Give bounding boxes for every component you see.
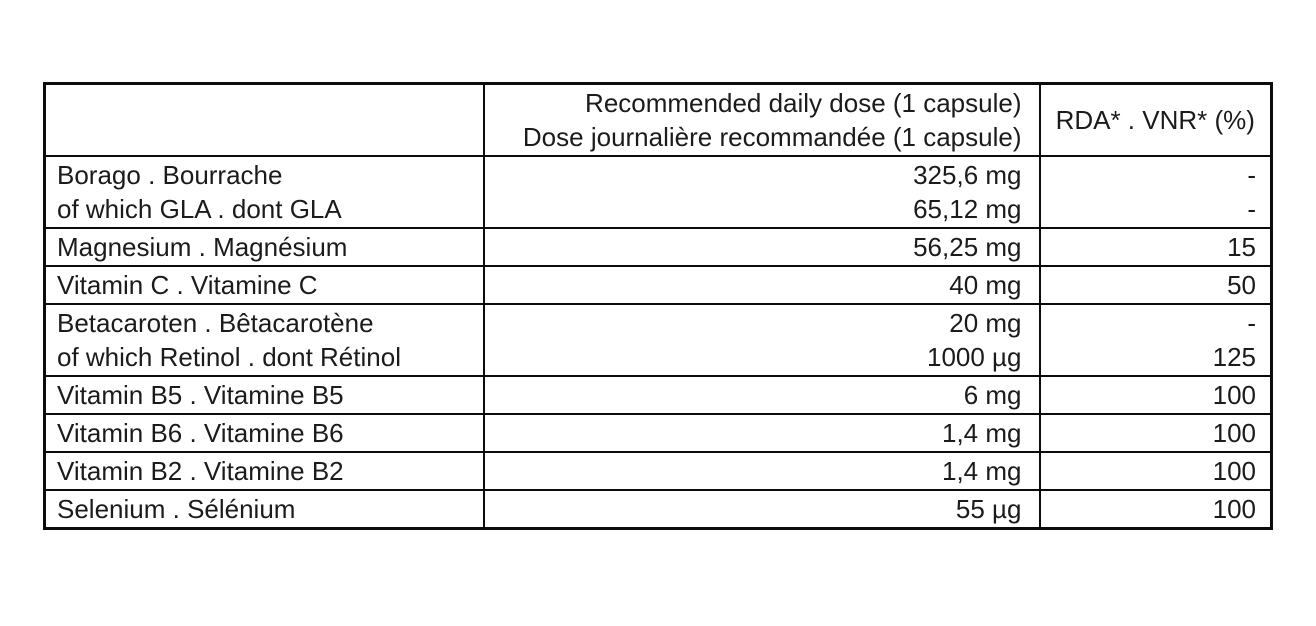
dose-value-cell-line: 20 mg: [949, 308, 1022, 338]
rda-value-cell-line: -: [1247, 160, 1256, 190]
nutrient-name-cell: Vitamin C . Vitamine C: [43, 265, 485, 305]
nutrient-name-cell: Betacaroten . Bêtacarotène of which Retin…: [43, 303, 485, 377]
nutrient-name-cell: Vitamin B2 . Vitamine B2: [43, 451, 485, 491]
dose-value-cell: 325,6 mg 65,12 mg: [482, 155, 1041, 229]
table-row: Betacaroten . Bêtacarotène of which Retin…: [43, 303, 1273, 377]
rda-value-cell-line: 100: [1212, 418, 1256, 448]
nutrient-name-cell: Magnesium . Magnésium: [43, 227, 485, 267]
nutrient-name-cell-line: Vitamin B5 . Vitamine B5: [57, 380, 344, 410]
supplement-facts-label: Recommended daily dose (1 capsule) Dose …: [43, 82, 1273, 530]
nutrition-facts-table: Recommended daily dose (1 capsule) Dose …: [43, 82, 1273, 530]
dose-value-cell: 40 mg: [482, 265, 1041, 305]
dose-value-cell-line: 1,4 mg: [942, 418, 1022, 448]
rda-value-cell: --: [1038, 155, 1273, 229]
table-row: Borago . Bourrache of which GLA . dont GL…: [43, 155, 1273, 229]
rda-value-cell-line: 100: [1212, 456, 1256, 486]
rda-value-cell: 100: [1038, 451, 1273, 491]
header-dose-cell: Recommended daily dose (1 capsule) Dose …: [482, 82, 1041, 157]
dose-value-cell-line: 1,4 mg: [942, 456, 1022, 486]
dose-value-cell: 56,25 mg: [482, 227, 1041, 267]
dose-value-cell-line: 325,6 mg: [913, 160, 1022, 190]
nutrient-name-cell-line: Vitamin C . Vitamine C: [57, 270, 318, 300]
table-body: Borago . Bourrache of which GLA . dont GL…: [43, 155, 1273, 530]
dose-value-cell-line: 6 mg: [963, 380, 1022, 410]
dose-value-cell: 1,4 mg: [482, 413, 1041, 453]
dose-value-cell: 6 mg: [482, 375, 1041, 415]
table-row: Vitamin B2 . Vitamine B2 1,4 mg 100: [43, 451, 1273, 491]
nutrient-name-cell-line: Vitamin B2 . Vitamine B2: [57, 456, 344, 486]
rda-value-cell-line: 50: [1227, 270, 1256, 300]
header-nutrient-empty: [47, 103, 482, 137]
dose-value-cell: 55 µg: [482, 489, 1041, 530]
nutrient-name-cell-line: Magnesium . Magnésium: [57, 232, 348, 262]
nutrient-name-cell-line: of which GLA . dont GLA: [57, 194, 342, 224]
dose-value-cell: 20 mg 1000 µg: [482, 303, 1041, 377]
nutrient-name-cell: Borago . Bourrache of which GLA . dont GL…: [43, 155, 485, 229]
rda-value-cell-line: 100: [1212, 494, 1256, 524]
header-dose-line-fr: Dose journalière recommandée (1 capsule): [522, 122, 1022, 152]
nutrient-name-cell: Vitamin B5 . Vitamine B5: [43, 375, 485, 415]
rda-value-cell-line: -: [1247, 194, 1256, 224]
nutrient-name-cell-line: Borago . Bourrache: [57, 160, 283, 190]
rda-value-cell: 50: [1038, 265, 1273, 305]
nutrient-name-cell-line: Selenium . Sélénium: [57, 494, 296, 524]
rda-value-cell: 100: [1038, 375, 1273, 415]
table-row: Vitamin B6 . Vitamine B6 1,4 mg 100: [43, 413, 1273, 453]
nutrient-name-cell-line: Vitamin B6 . Vitamine B6: [57, 418, 344, 448]
rda-value-cell-line: 125: [1212, 342, 1256, 372]
nutrient-name-cell: Selenium . Sélénium: [43, 489, 485, 530]
rda-value-cell-line: 15: [1227, 232, 1256, 262]
dose-value-cell-line: 55 µg: [955, 494, 1022, 524]
rda-value-cell: 100: [1038, 489, 1273, 530]
dose-value-cell-line: 40 mg: [949, 270, 1022, 300]
table-row: Selenium . Sélénium 55 µg 100: [43, 489, 1273, 530]
nutrient-name-cell-line: Betacaroten . Bêtacarotène: [57, 308, 374, 338]
table-row: Magnesium . Magnésium 56,25 mg 15: [43, 227, 1273, 267]
dose-value-cell-line: 56,25 mg: [913, 232, 1022, 262]
nutrient-name-cell: Vitamin B6 . Vitamine B6: [43, 413, 485, 453]
rda-value-cell: 100: [1038, 413, 1273, 453]
table-header-row: Recommended daily dose (1 capsule) Dose …: [43, 82, 1273, 157]
rda-value-cell-line: -: [1247, 308, 1256, 338]
table-row: Vitamin B5 . Vitamine B5 6 mg 100: [43, 375, 1273, 415]
header-dose-line-en: Recommended daily dose (1 capsule): [585, 88, 1022, 118]
table-row: Vitamin C . Vitamine C 40 mg 50: [43, 265, 1273, 305]
rda-value-cell: - 125: [1038, 303, 1273, 377]
rda-value-cell-line: 100: [1212, 380, 1256, 410]
header-rda-cell: RDA* . VNR* (%): [1038, 82, 1273, 157]
dose-value-cell-line: 1000 µg: [926, 342, 1022, 372]
dose-value-cell: 1,4 mg: [482, 451, 1041, 491]
nutrient-name-cell-line: of which Retinol . dont Rétinol: [57, 342, 401, 372]
rda-value-cell: 15: [1038, 227, 1273, 267]
header-rda-label: RDA* . VNR* (%): [1055, 105, 1255, 135]
header-nutrient-cell: [43, 82, 485, 157]
dose-value-cell-line: 65,12 mg: [913, 194, 1022, 224]
